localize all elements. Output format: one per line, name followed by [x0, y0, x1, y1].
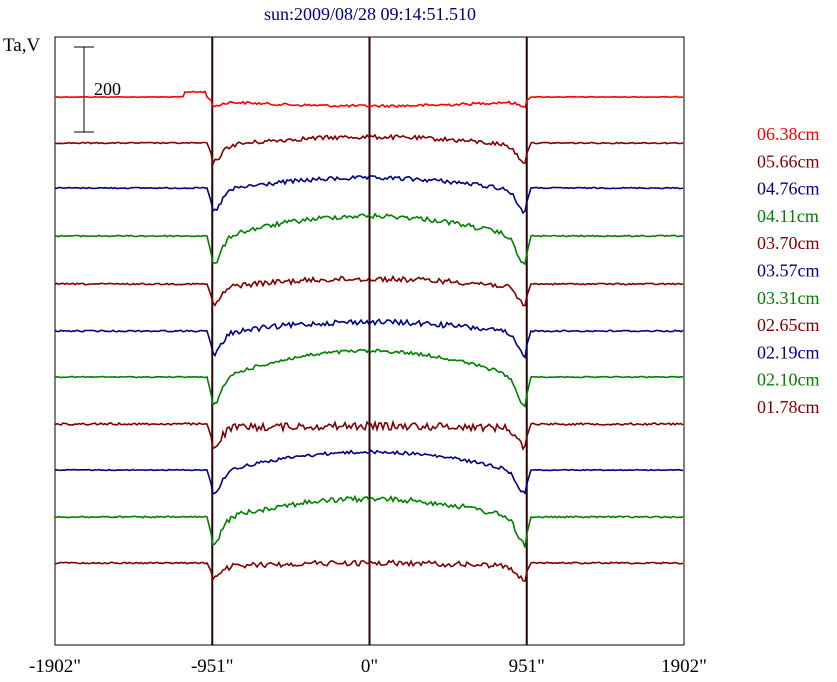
- series-layer: [54, 90, 684, 582]
- legend-entry: 01.78cm: [757, 397, 820, 417]
- scale-bar: 200: [74, 46, 121, 133]
- series-line-03.31cm: [54, 348, 684, 408]
- series-line-03.57cm: [54, 318, 684, 360]
- x-tick-label: 0": [361, 656, 378, 677]
- x-tick-label: 951": [509, 656, 545, 677]
- x-tick-label: -1902": [29, 656, 81, 677]
- series-line-05.66cm: [54, 133, 684, 167]
- legend-entry: 04.11cm: [757, 206, 819, 226]
- scale-bar-label: 200: [94, 79, 121, 99]
- x-tick-label: 1902": [661, 656, 707, 677]
- legend: 06.38cm 05.66cm 04.76cm 04.11cm 03.70cm 03.57…: [757, 124, 820, 417]
- chart-title: sun:2009/08/28 09:14:51.510: [264, 4, 476, 24]
- series-line-01.78cm: [54, 559, 684, 582]
- series-line-04.11cm: [54, 212, 684, 266]
- series-line-02.10cm: [54, 494, 684, 548]
- limb-markers: [211, 37, 528, 645]
- legend-entry: 02.65cm: [757, 315, 820, 335]
- legend-entry: 03.57cm: [757, 261, 820, 281]
- x-tick-label: -951": [191, 656, 234, 677]
- series-line-02.65cm: [54, 419, 684, 451]
- legend-entry: 04.76cm: [757, 179, 820, 199]
- series-line-02.19cm: [54, 449, 684, 495]
- series-line-06.38cm: [54, 90, 684, 109]
- y-axis-label: Ta,V: [3, 35, 40, 56]
- series-line-04.76cm: [55, 174, 684, 215]
- legend-entry: 06.38cm: [757, 124, 820, 144]
- x-tick-labels: -1902" -951" 0" 951" 1902": [29, 656, 707, 677]
- legend-entry: 02.10cm: [757, 370, 820, 390]
- legend-entry: 05.66cm: [757, 151, 820, 171]
- legend-entry: 03.70cm: [757, 233, 820, 253]
- legend-entry: 03.31cm: [757, 288, 820, 308]
- series-line-03.70cm: [54, 274, 684, 307]
- legend-entry: 02.19cm: [757, 342, 820, 362]
